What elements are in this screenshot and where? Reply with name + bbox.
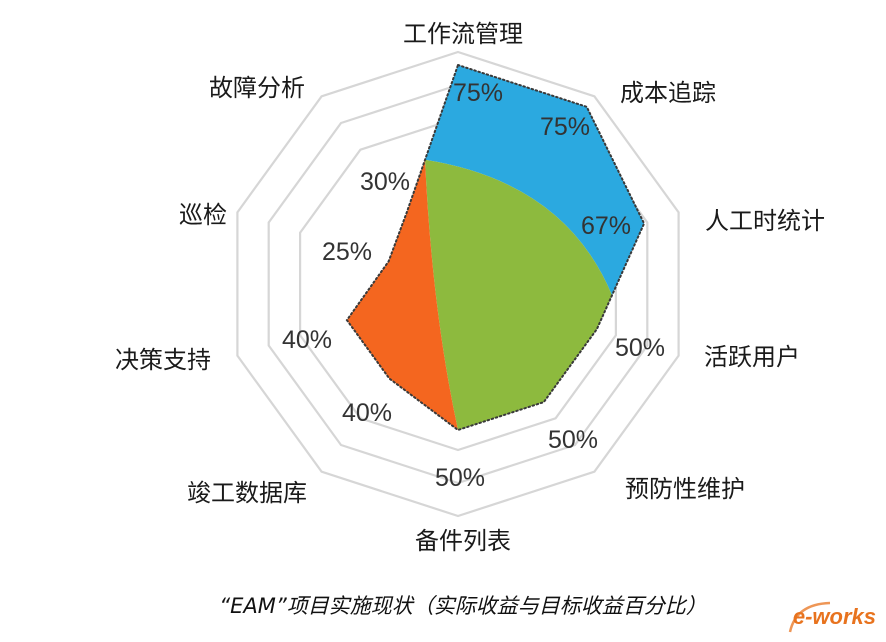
axis-label: 决策支持: [115, 346, 211, 374]
axis-label: 预防性维护: [625, 475, 745, 503]
value-label: 75%: [540, 113, 590, 141]
axis-label: 成本追踪: [620, 79, 716, 107]
region-green: [425, 159, 612, 431]
value-label: 75%: [453, 79, 503, 107]
value-label: 67%: [581, 212, 631, 240]
axis-label: 故障分析: [209, 74, 305, 102]
value-label: 50%: [615, 334, 665, 362]
region-blue: [425, 65, 645, 296]
axis-label: 人工时统计: [705, 207, 825, 235]
logo-swoosh: [788, 601, 831, 633]
data-outline-group: [345, 63, 646, 432]
logo-text: e-works: [793, 604, 876, 629]
eworks-logo: e-works: [788, 601, 876, 633]
axis-label: 竣工数据库: [187, 479, 307, 507]
value-label: 25%: [322, 238, 372, 266]
value-label: 50%: [435, 464, 485, 492]
data-outline: [345, 63, 646, 432]
axis-label: 备件列表: [415, 527, 511, 555]
data-regions: [346, 65, 645, 431]
axis-label: 活跃用户: [704, 343, 800, 371]
value-label: 40%: [342, 399, 392, 427]
chart-caption: “EAM”项目实施现状（实际收益与目标收益百分比）: [219, 594, 707, 618]
axis-label: 巡检: [179, 201, 227, 229]
region-orange: [346, 159, 458, 431]
value-label: 40%: [282, 326, 332, 354]
value-label: 30%: [360, 168, 410, 196]
value-labels: 75% 75% 67% 50% 50% 50% 40% 40% 25% 30%: [282, 79, 665, 492]
value-label: 50%: [548, 426, 598, 454]
grid-ring: [236, 50, 680, 518]
axis-label: 工作流管理: [403, 20, 523, 48]
